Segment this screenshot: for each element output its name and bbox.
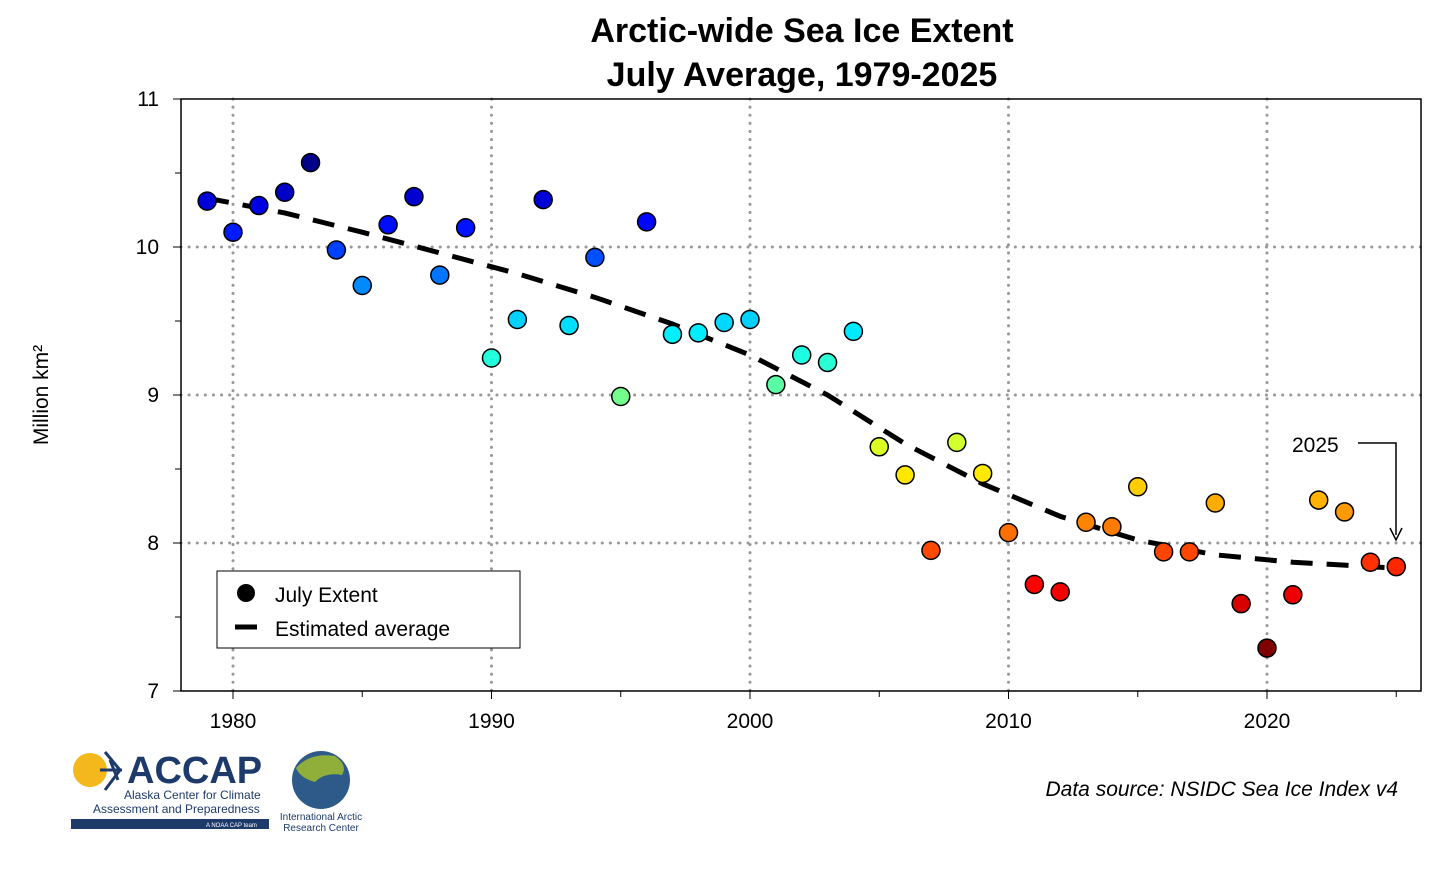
chart-title-line1: Arctic-wide Sea Ice Extent (590, 12, 1013, 50)
y-tick-label: 11 (137, 88, 159, 111)
data-point (507, 309, 528, 330)
data-point (1231, 593, 1251, 614)
data-point (249, 195, 269, 216)
axes: 1980 1990 2000 2010 2020 7 8 9 10 11 (136, 88, 1397, 733)
data-point (585, 247, 605, 268)
data-point (1050, 582, 1070, 602)
data-points (197, 152, 1406, 658)
data-point (1128, 477, 1148, 497)
data-point (559, 315, 579, 336)
data-point (1308, 490, 1329, 510)
accap-logo: ACCAP Alaska Center for Climate Assessme… (71, 750, 269, 829)
data-point (817, 352, 838, 373)
data-point (714, 312, 734, 333)
data-point (947, 432, 967, 453)
data-source-note: Data source: NSIDC Sea Ice Index v4 (1045, 778, 1399, 801)
data-point (662, 324, 683, 345)
arrow-head-icon (1389, 527, 1403, 542)
trend-line (206, 195, 1397, 571)
data-point (404, 186, 424, 207)
data-point (274, 182, 295, 202)
legend-entry-estimated-average: Estimated average (275, 618, 450, 641)
data-point (1386, 556, 1406, 577)
accap-logo-text: ACCAP (127, 750, 262, 792)
data-point (481, 348, 502, 368)
y-tick-label: 8 (147, 532, 159, 555)
data-point (1334, 502, 1355, 522)
data-point (455, 218, 476, 238)
y-tick-label: 9 (147, 384, 159, 407)
legend-dot-icon (237, 584, 255, 602)
data-point (998, 522, 1019, 543)
x-tick-label: 1980 (210, 710, 257, 733)
data-point (869, 437, 889, 457)
data-point (430, 265, 450, 285)
data-point (1257, 638, 1277, 658)
annotation-2025: 2025 (1292, 434, 1403, 542)
data-point (1283, 585, 1303, 605)
x-tick-label: 1990 (468, 710, 515, 733)
legend: July Extent Estimated average (216, 570, 521, 649)
chart-title-line2: July Average, 1979-2025 (607, 56, 998, 94)
annotation-arrow (1358, 442, 1397, 535)
legend-entry-july-extent: July Extent (275, 584, 378, 607)
data-point (766, 374, 786, 395)
data-point (740, 309, 760, 330)
y-tick-label: 7 (147, 680, 159, 703)
sun-icon (73, 753, 107, 787)
data-point (972, 463, 993, 484)
x-tick-label: 2020 (1244, 710, 1291, 733)
accap-sub1: Alaska Center for Climate (124, 788, 261, 802)
iarc-logo: International Arctic Research Center (280, 751, 362, 834)
iarc-text2: Research Center (283, 823, 359, 834)
data-point (688, 323, 709, 343)
data-point (378, 215, 398, 235)
data-point (636, 212, 657, 232)
accap-bar (71, 819, 269, 829)
data-point (1205, 493, 1226, 513)
y-axis-label: Million km² (30, 345, 53, 445)
data-point (223, 222, 243, 242)
data-point (1360, 552, 1381, 572)
data-point (1024, 574, 1045, 595)
data-point (895, 465, 915, 485)
data-point (611, 386, 631, 407)
data-point (1179, 542, 1200, 562)
snowflake-icon (100, 751, 122, 791)
data-point (197, 191, 217, 211)
y-tick-label: 10 (136, 236, 159, 259)
data-point (300, 152, 321, 173)
accap-sub3: A NOAA CAP team (206, 823, 257, 829)
data-point (921, 540, 941, 561)
accap-sub2: Assessment and Preparedness (93, 802, 260, 816)
data-point (1102, 516, 1122, 537)
x-tick-label: 2000 (727, 710, 774, 733)
legend-box (216, 570, 521, 649)
data-point (326, 240, 347, 260)
data-point (352, 275, 372, 296)
data-point (791, 345, 812, 365)
iarc-text1: International Arctic (280, 812, 362, 823)
data-point (1153, 542, 1174, 562)
annotation-label: 2025 (1292, 434, 1339, 457)
x-tick-label: 2010 (985, 710, 1032, 733)
data-point (533, 189, 553, 210)
data-point (1076, 512, 1096, 533)
data-point (843, 321, 864, 342)
land-shape (296, 755, 344, 782)
